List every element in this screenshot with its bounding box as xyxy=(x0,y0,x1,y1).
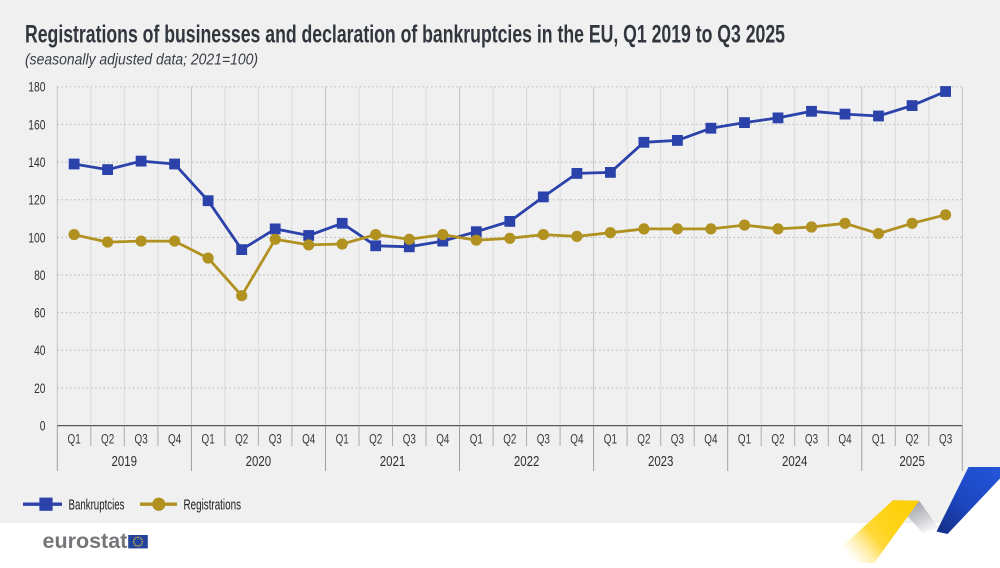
svg-text:2019: 2019 xyxy=(112,454,138,470)
svg-text:Q4: Q4 xyxy=(436,432,450,447)
svg-text:160: 160 xyxy=(28,116,45,132)
svg-text:40: 40 xyxy=(34,342,46,358)
svg-text:Q1: Q1 xyxy=(470,432,483,447)
svg-text:2021: 2021 xyxy=(380,454,406,470)
svg-text:80: 80 xyxy=(34,267,46,283)
svg-text:Q3: Q3 xyxy=(135,432,148,447)
svg-text:Q2: Q2 xyxy=(637,432,650,447)
svg-text:eurostat: eurostat xyxy=(43,529,128,553)
svg-text:20: 20 xyxy=(34,380,46,396)
svg-text:Q3: Q3 xyxy=(671,432,684,447)
svg-text:Q4: Q4 xyxy=(302,432,316,447)
svg-text:140: 140 xyxy=(28,154,45,170)
svg-text:Q1: Q1 xyxy=(604,432,617,447)
svg-text:2024: 2024 xyxy=(782,454,808,470)
svg-text:120: 120 xyxy=(28,192,45,208)
svg-text:Q4: Q4 xyxy=(168,432,182,447)
svg-text:Q4: Q4 xyxy=(570,432,584,447)
svg-text:Q2: Q2 xyxy=(235,432,248,447)
svg-text:Q2: Q2 xyxy=(101,432,114,447)
svg-text:Bankruptcies: Bankruptcies xyxy=(69,497,125,513)
svg-text:Q3: Q3 xyxy=(403,432,416,447)
svg-text:Q1: Q1 xyxy=(68,432,81,447)
svg-text:(seasonally adjusted data; 202: (seasonally adjusted data; 2021=100) xyxy=(25,52,258,69)
svg-text:Q1: Q1 xyxy=(738,432,751,447)
svg-text:Q3: Q3 xyxy=(537,432,550,447)
svg-text:Q4: Q4 xyxy=(838,432,852,447)
svg-text:100: 100 xyxy=(28,229,45,245)
svg-text:Q2: Q2 xyxy=(771,432,784,447)
svg-text:2023: 2023 xyxy=(648,454,674,470)
svg-text:2025: 2025 xyxy=(899,454,925,470)
svg-text:180: 180 xyxy=(28,79,45,95)
svg-text:Q2: Q2 xyxy=(503,432,516,447)
svg-text:Q1: Q1 xyxy=(336,432,349,447)
svg-text:Q3: Q3 xyxy=(805,432,818,447)
svg-text:Registrations: Registrations xyxy=(184,497,242,513)
svg-text:2020: 2020 xyxy=(246,454,272,470)
svg-text:Q2: Q2 xyxy=(906,432,919,447)
svg-text:Q1: Q1 xyxy=(202,432,215,447)
svg-text:Q3: Q3 xyxy=(269,432,282,447)
svg-text:0: 0 xyxy=(40,418,46,434)
svg-text:60: 60 xyxy=(34,305,46,321)
svg-text:2022: 2022 xyxy=(514,454,540,470)
svg-text:Q1: Q1 xyxy=(872,432,885,447)
svg-text:Registrations of businesses an: Registrations of businesses and declarat… xyxy=(25,21,785,49)
svg-text:Q3: Q3 xyxy=(939,432,952,447)
svg-text:Q2: Q2 xyxy=(369,432,382,447)
svg-text:Q4: Q4 xyxy=(704,432,718,447)
